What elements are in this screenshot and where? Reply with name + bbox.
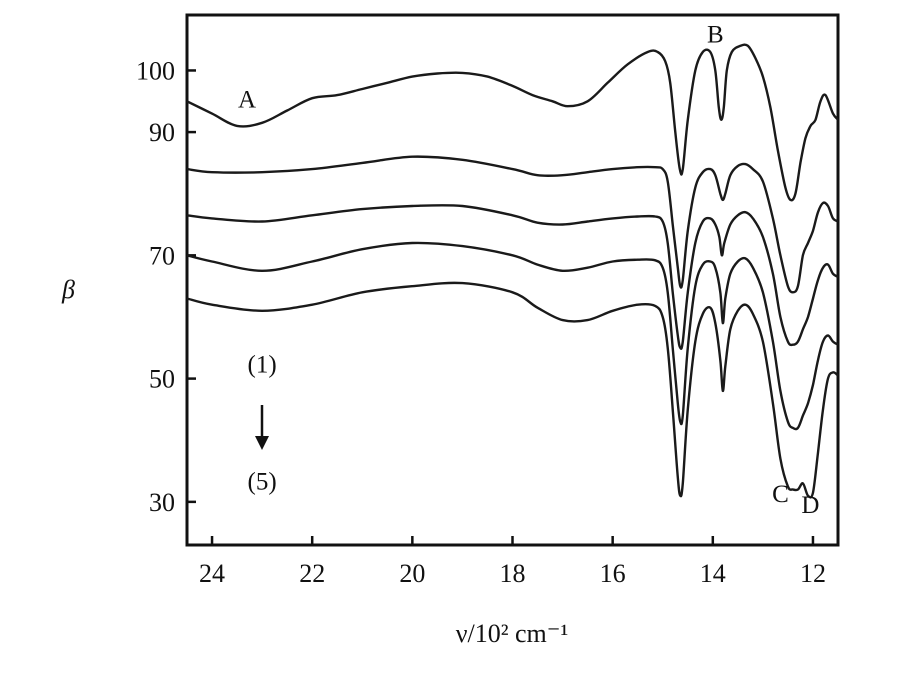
axis-ticks: 24 22 20 18 16 14 12 100 90 70 50 30 [136, 56, 826, 588]
y-tick-label: 50 [149, 365, 175, 394]
plot-frame [185, 13, 840, 547]
y-axis-title: β [61, 275, 75, 304]
curve-annotations: A B C D (1) (5) [238, 22, 819, 519]
annotation-label: (1) [248, 351, 277, 378]
y-tick-label: 70 [149, 241, 175, 270]
x-tick-label: 20 [399, 559, 425, 588]
spectrum-line-1 [186, 43, 839, 202]
spectrum-line-4 [186, 241, 839, 431]
y-tick-label: 90 [149, 118, 175, 147]
x-tick-label: 12 [800, 559, 826, 588]
annotation-label: C [772, 481, 789, 508]
direction-arrow [255, 405, 269, 450]
annotation-label: A [238, 86, 256, 113]
spectrum-line-2 [186, 155, 839, 294]
annotation-label: D [801, 492, 819, 519]
spectrum-curves [186, 43, 839, 499]
annotation-label: (5) [248, 469, 277, 496]
annotation-label: B [707, 22, 724, 49]
x-tick-label: 24 [199, 559, 225, 588]
x-tick-label: 16 [600, 559, 626, 588]
x-tick-label: 22 [299, 559, 325, 588]
x-axis-title: ν/10² cm⁻¹ [456, 619, 569, 648]
x-tick-label: 18 [500, 559, 526, 588]
spectrum-line-3 [186, 204, 839, 350]
y-tick-label: 30 [149, 488, 175, 517]
y-tick-label: 100 [136, 56, 175, 85]
spectrum-line-5 [186, 281, 839, 499]
x-tick-label: 14 [700, 559, 726, 588]
